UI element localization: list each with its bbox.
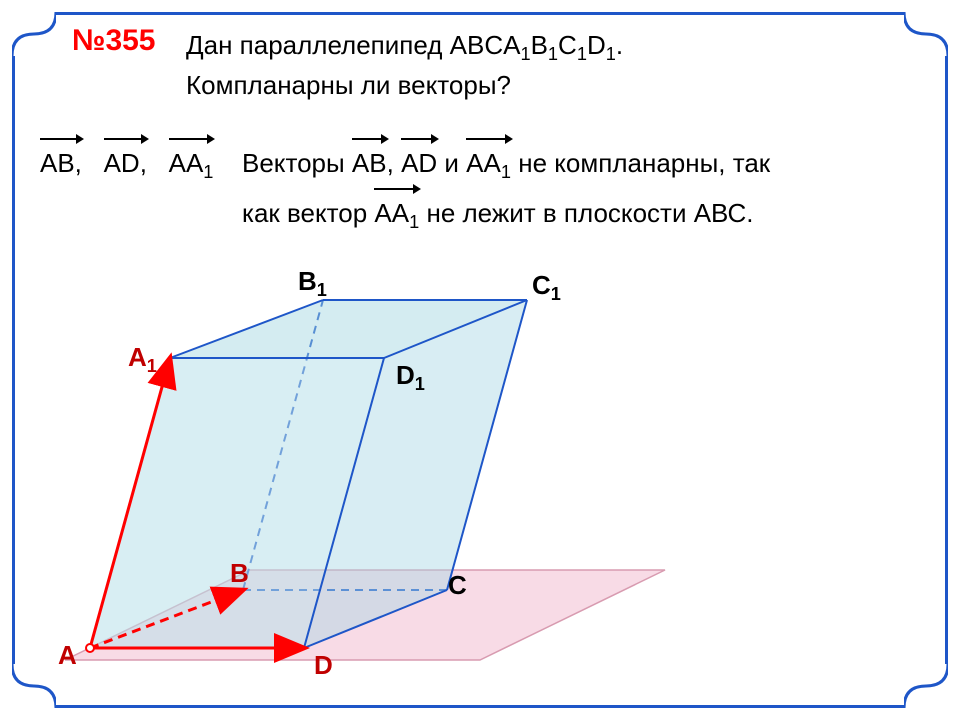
- problem-number: №355: [72, 24, 156, 58]
- vector-AB: AB,: [40, 148, 82, 179]
- parallelepiped-diagram: A B C D A1 B1 C1 D1: [40, 250, 680, 690]
- answer-text-1: Векторы AB, AD и AA1 не компланарны, так: [242, 148, 770, 183]
- diagram-svg: [40, 250, 680, 690]
- given-vectors: AB, AD, AA1: [40, 148, 213, 183]
- label-B1: B1: [298, 266, 327, 301]
- vector-AA1: AA1: [169, 148, 214, 183]
- vector-AD: AD,: [104, 148, 147, 179]
- problem-title-2: Компланарны ли векторы?: [186, 70, 511, 101]
- label-A1: A1: [128, 342, 157, 377]
- label-D: D: [314, 650, 333, 681]
- label-A: A: [58, 640, 77, 671]
- label-C: C: [448, 570, 467, 601]
- label-C1: C1: [532, 270, 561, 305]
- label-D1: D1: [396, 360, 425, 395]
- label-B: B: [230, 558, 249, 589]
- answer-text-2: как вектор AA1 не лежит в плоскости АВС.: [242, 198, 754, 233]
- problem-title-1: Дан параллелепипед ABCA1B1C1D1.: [186, 30, 623, 65]
